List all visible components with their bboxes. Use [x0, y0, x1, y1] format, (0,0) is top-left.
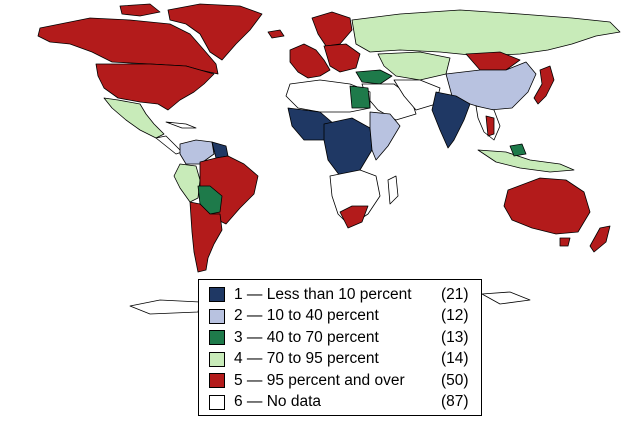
region-eastern-europe [323, 43, 361, 73]
legend-row: 1 — Less than 10 percent (21) [209, 284, 481, 306]
region-antarctica-east [481, 291, 531, 305]
legend-row: 3 — 40 to 70 percent (13) [209, 327, 481, 349]
region-japan [533, 65, 555, 105]
legend-row: 5 — 95 percent and over (50) [209, 370, 481, 392]
legend-label: 4 — 70 to 95 percent [234, 350, 379, 368]
legend-count: (12) [441, 307, 469, 325]
map-legend: 1 — Less than 10 percent (21) 2 — 10 to … [198, 279, 482, 416]
region-southern-cone [189, 201, 223, 273]
region-central-africa [323, 117, 373, 177]
region-antarctica [129, 299, 201, 315]
region-east-africa [369, 111, 401, 161]
legend-label: 3 — 40 to 70 percent [234, 328, 379, 346]
legend-count: (21) [441, 285, 469, 303]
region-mexico [103, 97, 165, 139]
region-australia [503, 177, 591, 235]
legend-row: 4 — 70 to 95 percent (14) [209, 349, 481, 371]
region-central-asia [377, 51, 451, 81]
region-western-europe [289, 43, 331, 79]
region-russia [351, 9, 621, 57]
legend-count: (14) [441, 350, 469, 368]
region-madagascar [387, 175, 399, 205]
region-iceland [267, 29, 285, 39]
legend-count: (13) [441, 328, 469, 346]
region-new-zealand [589, 225, 611, 253]
region-greenland [167, 3, 263, 61]
legend-swatch [209, 394, 225, 410]
legend-count: (87) [441, 393, 469, 411]
legend-swatch [209, 287, 225, 303]
legend-count: (50) [441, 371, 469, 389]
legend-swatch [209, 308, 225, 324]
region-north-africa [285, 79, 371, 113]
legend-row: 6 — No data (87) [209, 392, 481, 414]
region-egypt [349, 85, 371, 109]
region-india [431, 91, 471, 149]
region-arctic-islands [119, 3, 161, 17]
legend-row: 2 — 10 to 40 percent (12) [209, 306, 481, 328]
legend-swatch [209, 351, 225, 367]
region-scandinavia [311, 11, 353, 47]
region-turkey [355, 69, 393, 85]
region-mongolia [465, 51, 521, 71]
region-peru [173, 163, 201, 203]
region-caribbean [165, 121, 197, 129]
legend-label: 2 — 10 to 40 percent [234, 307, 379, 325]
region-tasmania [559, 237, 571, 247]
legend-label: 1 — Less than 10 percent [234, 285, 412, 303]
legend-label: 5 — 95 percent and over [234, 371, 405, 389]
region-thailand [485, 115, 495, 137]
legend-swatch [209, 373, 225, 389]
region-south-africa [339, 205, 369, 229]
legend-label: 6 — No data [234, 393, 322, 411]
region-guianas [211, 141, 229, 159]
legend-swatch [209, 330, 225, 346]
region-malaysia [509, 143, 527, 157]
region-usa [95, 63, 215, 111]
region-colombia-venezuela [179, 139, 215, 165]
region-central-america [155, 135, 183, 155]
